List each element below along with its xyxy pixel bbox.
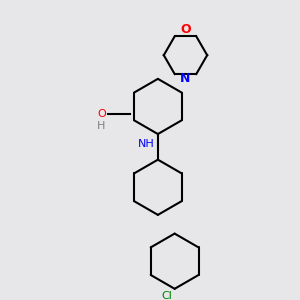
Text: N: N: [180, 72, 191, 86]
Text: NH: NH: [138, 139, 154, 149]
Text: H: H: [97, 121, 106, 131]
Text: Cl: Cl: [161, 291, 172, 300]
Text: O: O: [97, 109, 106, 119]
Text: O: O: [180, 23, 191, 36]
